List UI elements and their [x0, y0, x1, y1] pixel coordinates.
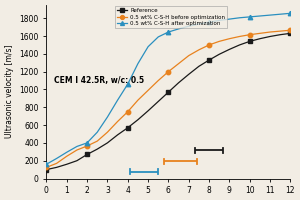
Legend: Reference, 0.5 wt% C-S-H before optimization, 0.5 wt% C-S-H after optimization: Reference, 0.5 wt% C-S-H before optimiza…: [115, 6, 227, 28]
Text: CEM I 42.5R, w/c: 0.5: CEM I 42.5R, w/c: 0.5: [54, 76, 144, 85]
Y-axis label: Ultrasonic velocity [m/s]: Ultrasonic velocity [m/s]: [5, 45, 14, 138]
